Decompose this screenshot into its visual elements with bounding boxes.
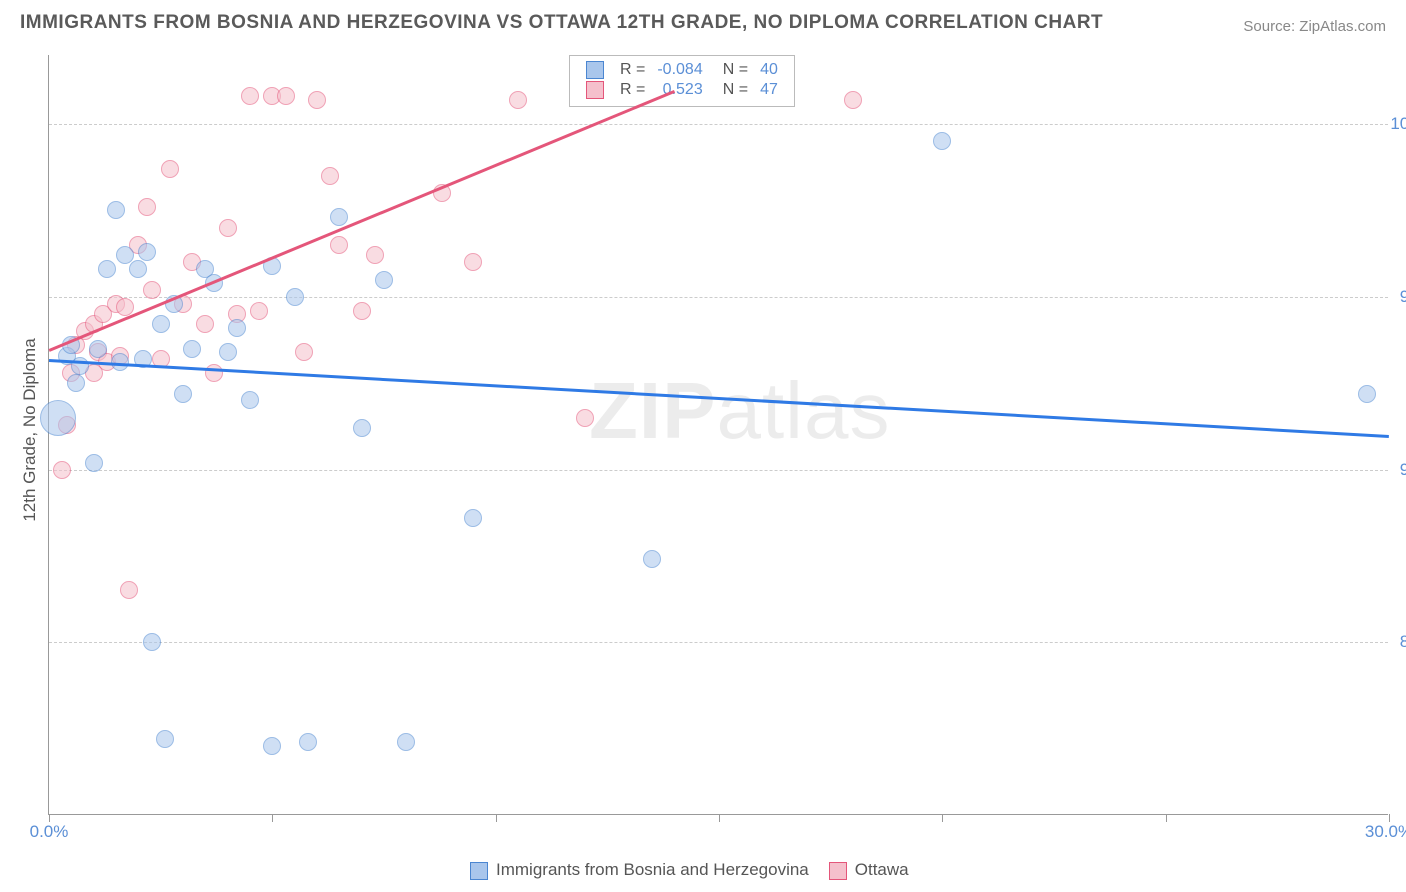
data-point: [205, 364, 223, 382]
data-point: [308, 91, 326, 109]
data-point: [143, 633, 161, 651]
data-point: [933, 132, 951, 150]
data-point: [89, 340, 107, 358]
legend-swatch: [829, 862, 847, 880]
data-point: [375, 271, 393, 289]
y-axis-label: 12th Grade, No Diploma: [20, 338, 40, 521]
data-point: [464, 253, 482, 271]
data-point: [250, 302, 268, 320]
data-point: [183, 340, 201, 358]
series-legend: Immigrants from Bosnia and Herzegovina Ot…: [450, 860, 909, 880]
data-point: [576, 409, 594, 427]
data-point: [98, 260, 116, 278]
x-tick: [1389, 814, 1390, 822]
data-point: [129, 260, 147, 278]
data-point: [40, 400, 76, 436]
data-point: [152, 315, 170, 333]
data-point: [366, 246, 384, 264]
data-point: [138, 243, 156, 261]
data-point: [196, 315, 214, 333]
x-tick: [942, 814, 943, 822]
legend-row: R =0.523N =47: [580, 80, 784, 100]
x-tick-label: 30.0%: [1365, 822, 1406, 842]
data-point: [219, 343, 237, 361]
gridline: [49, 297, 1388, 298]
source-label: Source:: [1243, 18, 1295, 35]
gridline: [49, 124, 1388, 125]
y-tick-label: 95.0%: [1400, 287, 1406, 307]
data-point: [241, 391, 259, 409]
legend-label: Immigrants from Bosnia and Herzegovina: [496, 860, 809, 879]
data-point: [397, 733, 415, 751]
data-point: [277, 87, 295, 105]
data-point: [464, 509, 482, 527]
data-point: [53, 461, 71, 479]
legend-label: Ottawa: [855, 860, 909, 879]
source-attribution: Source: ZipAtlas.com: [1243, 18, 1386, 35]
data-point: [353, 419, 371, 437]
y-tick-label: 100.0%: [1390, 114, 1406, 134]
data-point: [143, 281, 161, 299]
y-tick-label: 85.0%: [1400, 632, 1406, 652]
watermark: ZIPatlas: [589, 365, 890, 457]
scatter-plot: ZIPatlas R =-0.084N =40R =0.523N =47 85.…: [48, 55, 1388, 815]
chart-title: IMMIGRANTS FROM BOSNIA AND HERZEGOVINA V…: [20, 12, 1103, 34]
legend-swatch: [470, 862, 488, 880]
correlation-legend: R =-0.084N =40R =0.523N =47: [569, 55, 795, 107]
data-point: [299, 733, 317, 751]
x-tick: [1166, 814, 1167, 822]
data-point: [120, 581, 138, 599]
data-point: [330, 236, 348, 254]
data-point: [161, 160, 179, 178]
x-tick: [272, 814, 273, 822]
data-point: [67, 374, 85, 392]
data-point: [353, 302, 371, 320]
data-point: [138, 198, 156, 216]
data-point: [228, 319, 246, 337]
source-link[interactable]: ZipAtlas.com: [1299, 18, 1386, 35]
data-point: [156, 730, 174, 748]
x-tick: [49, 814, 50, 822]
data-point: [1358, 385, 1376, 403]
data-point: [107, 201, 125, 219]
x-tick-label: 0.0%: [30, 822, 69, 842]
data-point: [321, 167, 339, 185]
gridline: [49, 642, 1388, 643]
data-point: [263, 737, 281, 755]
y-tick-label: 90.0%: [1400, 460, 1406, 480]
data-point: [844, 91, 862, 109]
data-point: [219, 219, 237, 237]
data-point: [330, 208, 348, 226]
data-point: [286, 288, 304, 306]
data-point: [241, 87, 259, 105]
x-tick: [719, 814, 720, 822]
legend-row: R =-0.084N =40: [580, 60, 784, 80]
gridline: [49, 470, 1388, 471]
data-point: [85, 454, 103, 472]
data-point: [295, 343, 313, 361]
data-point: [174, 385, 192, 403]
x-tick: [496, 814, 497, 822]
data-point: [509, 91, 527, 109]
data-point: [643, 550, 661, 568]
